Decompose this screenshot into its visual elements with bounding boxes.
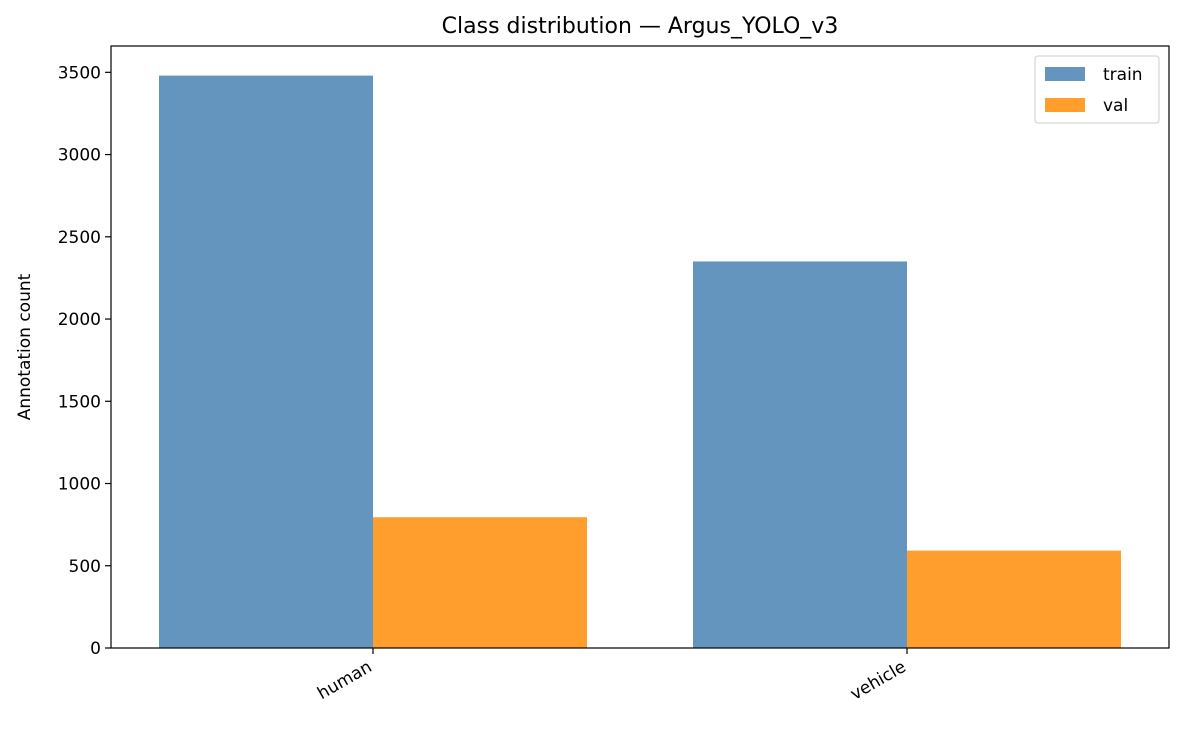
y-tick-label: 500 — [69, 557, 101, 577]
plot-frame — [110, 45, 1170, 649]
x-axis-ticks: human vehicle — [314, 648, 910, 705]
bar-val-vehicle — [907, 550, 1121, 648]
chart-title: Class distribution — Argus_YOLO_v3 — [442, 14, 839, 39]
legend-swatch-train — [1045, 67, 1085, 81]
legend-label-val: val — [1103, 96, 1128, 116]
y-axis-label: Annotation count — [15, 273, 35, 420]
legend: train val — [1034, 55, 1160, 124]
y-tick-label: 3000 — [58, 146, 101, 166]
bar-val-human — [373, 517, 587, 648]
bar-train-vehicle — [693, 261, 907, 648]
x-tick-label-human: human — [314, 657, 375, 704]
bars-group — [159, 75, 1121, 648]
y-tick-label: 1000 — [58, 475, 101, 495]
legend-label-train: train — [1103, 65, 1143, 85]
y-tick-label: 2000 — [58, 310, 101, 330]
x-tick-label-vehicle: vehicle — [847, 657, 909, 705]
y-axis-ticks: 0 500 1000 1500 2000 2500 3000 3500 — [58, 63, 111, 659]
y-tick-label: 0 — [90, 639, 101, 659]
y-tick-label: 1500 — [58, 392, 101, 412]
y-tick-label: 2500 — [58, 228, 101, 248]
bar-train-human — [159, 75, 373, 648]
y-tick-label: 3500 — [58, 63, 101, 83]
legend-swatch-val — [1045, 98, 1085, 112]
